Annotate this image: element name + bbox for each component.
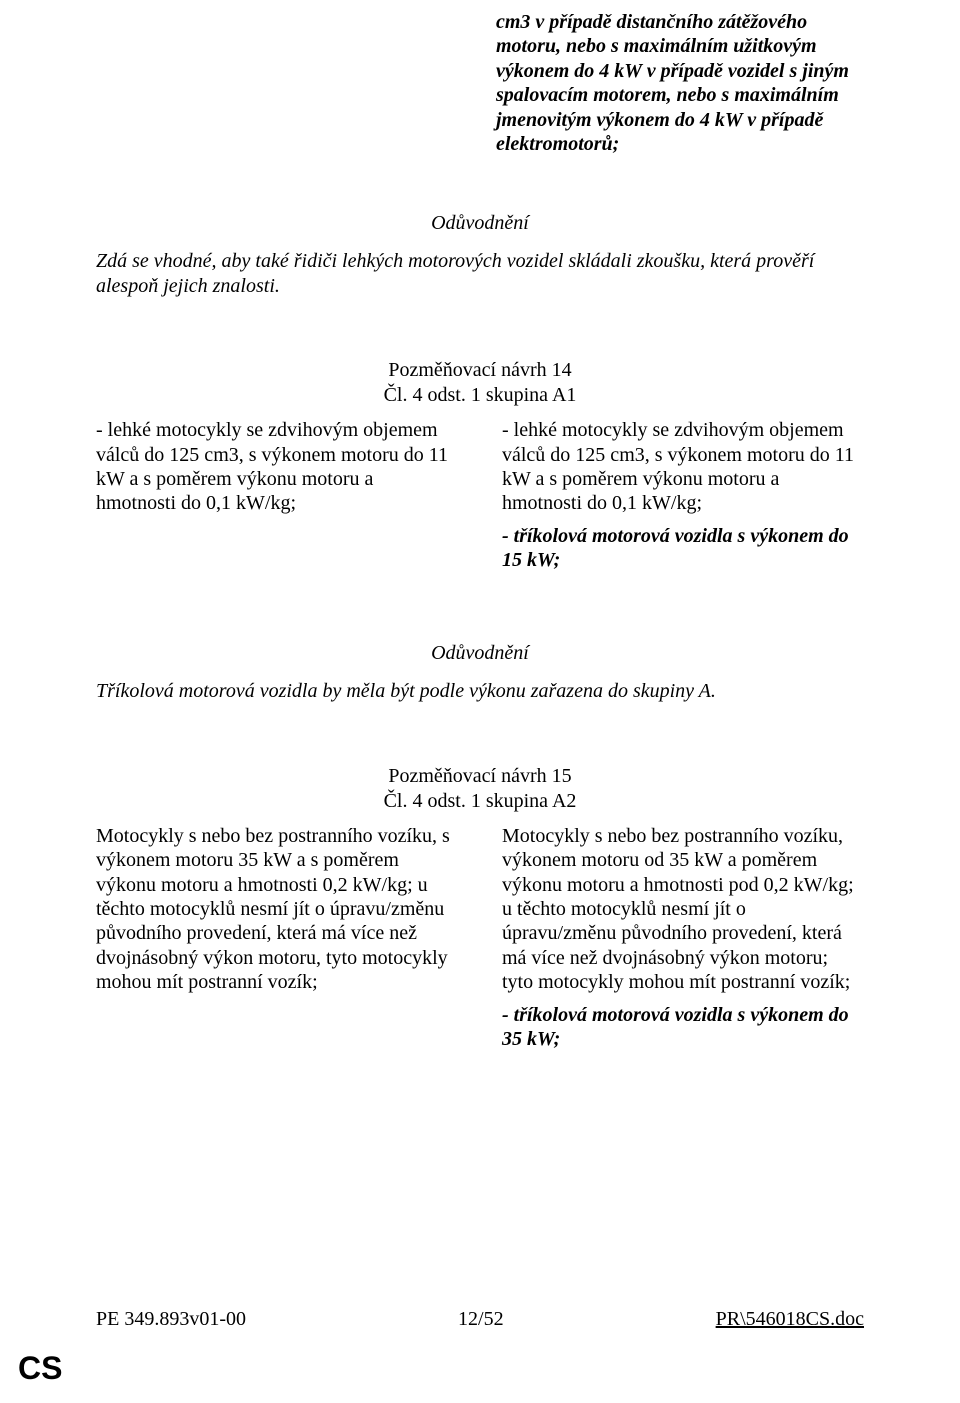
- amendment-14-subtitle: Čl. 4 odst. 1 skupina A1: [96, 383, 864, 408]
- top-continuation-text: cm3 v případě distančního zátěžového mot…: [496, 10, 864, 156]
- page: cm3 v případě distančního zátěžového mot…: [0, 0, 960, 1403]
- justification-heading-1: Odůvodnění: [96, 212, 864, 235]
- amendment-15-subtitle: Čl. 4 odst. 1 skupina A2: [96, 789, 864, 814]
- page-footer: PE 349.893v01-00 12/52 PR\546018CS.doc: [96, 1308, 864, 1331]
- footer-right: PR\546018CS.doc: [716, 1308, 864, 1331]
- amendment-15-left-text: Motocykly s nebo bez postranního vozíku,…: [96, 824, 458, 995]
- amendment-15-right-p1: Motocykly s nebo bez postranního vozíku,…: [502, 824, 864, 995]
- amendment-14-right-column: - lehké motocykly se zdvihovým objemem v…: [502, 418, 864, 572]
- amendment-15-right-column: Motocykly s nebo bez postranního vozíku,…: [502, 824, 864, 1052]
- amendment-15-columns: Motocykly s nebo bez postranního vozíku,…: [96, 824, 864, 1052]
- amendment-15-title: Pozměňovací návrh 15: [96, 764, 864, 789]
- amendment-14-title: Pozměňovací návrh 14: [96, 358, 864, 383]
- amendment-15-right-p2: - tříkolová motorová vozidla s výkonem d…: [502, 1003, 864, 1052]
- top-continuation-block: cm3 v případě distančního zátěžového mot…: [96, 0, 864, 156]
- amendment-15-left-column: Motocykly s nebo bez postranního vozíku,…: [96, 824, 458, 1052]
- amendment-14-columns: - lehké motocykly se zdvihovým objemem v…: [96, 418, 864, 572]
- language-mark: CS: [18, 1350, 62, 1387]
- footer-left: PE 349.893v01-00: [96, 1308, 246, 1331]
- amendment-14-left-text: - lehké motocykly se zdvihovým objemem v…: [96, 418, 458, 516]
- justification-body-2: Tříkolová motorová vozidla by měla být p…: [96, 679, 864, 703]
- justification-heading-2: Odůvodnění: [96, 642, 864, 665]
- amendment-14-right-p1: - lehké motocykly se zdvihovým objemem v…: [502, 418, 864, 516]
- amendment-14-left-column: - lehké motocykly se zdvihovým objemem v…: [96, 418, 458, 572]
- amendment-14-right-p2: - tříkolová motorová vozidla s výkonem d…: [502, 524, 864, 573]
- footer-center: 12/52: [458, 1308, 504, 1331]
- justification-body-1: Zdá se vhodné, aby také řidiči lehkých m…: [96, 249, 864, 298]
